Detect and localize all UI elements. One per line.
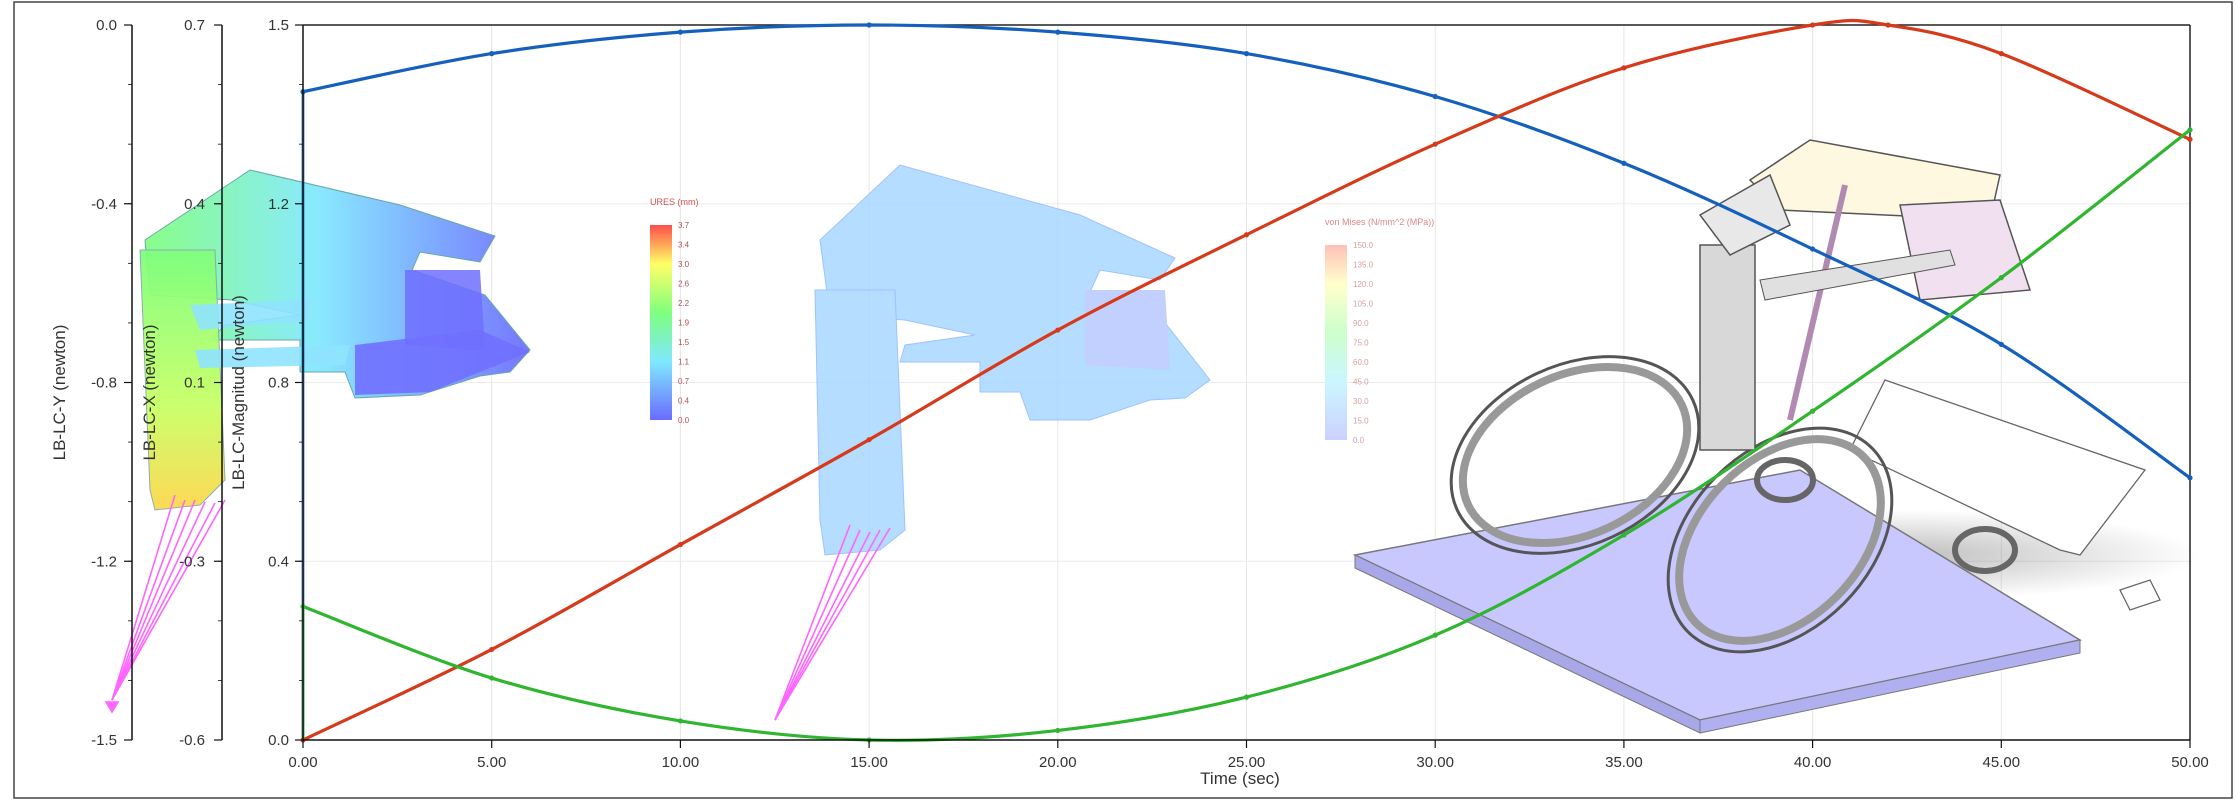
bracket-model-rainbow	[139, 169, 531, 511]
y-tick-label: 0.7	[184, 17, 205, 34]
legend-tick-label: 45.0	[1353, 378, 1369, 387]
x-tick-label: 50.00	[2171, 754, 2209, 771]
y-tick-label: 0.4	[184, 196, 205, 213]
legend-tick-label: 1.5	[678, 338, 690, 347]
y-axis-label-3: LB-LC-Magnitud (newton)	[229, 295, 248, 490]
data-point	[1055, 327, 1061, 333]
bracket-model-stress	[814, 164, 1211, 556]
x-tick-label: 35.00	[1605, 754, 1643, 771]
data-point	[677, 29, 684, 35]
data-point	[1055, 29, 1061, 35]
x-axis-label: Time (sec)	[1200, 769, 1280, 788]
legend-tick-label: 3.7	[678, 221, 690, 230]
series-line-3	[301, 128, 2192, 742]
force-arrows-center	[774, 524, 891, 721]
data-point	[1810, 408, 1816, 414]
y-tick-label: 0.4	[268, 553, 289, 570]
data-point	[489, 51, 495, 57]
x-tick-label: 40.00	[1794, 754, 1832, 771]
legend-tick-label: 120.0	[1353, 280, 1374, 289]
y-tick-label: 0.0	[96, 17, 117, 34]
legend-tick-label: 3.4	[678, 241, 690, 250]
legend-tick-label: 0.0	[1353, 436, 1365, 445]
data-point	[2187, 475, 2193, 481]
data-point	[1243, 232, 1250, 238]
page-border	[13, 1, 2233, 799]
data-point	[2187, 136, 2193, 142]
assembly-model	[1352, 139, 2200, 734]
legend-vonmises-title: von Mises (N/mm^2 (MPa))	[1325, 217, 1434, 227]
x-tick-label: 25.00	[1228, 754, 1266, 771]
data-point	[489, 675, 495, 681]
y-axis-label-1: LB-LC-Y (newton)	[50, 325, 69, 461]
legend-vonmises-bar	[1325, 245, 1347, 440]
legend-tick-label: 60.0	[1353, 358, 1369, 367]
data-point	[1998, 275, 2004, 281]
data-point	[1432, 632, 1438, 638]
y-tick-label: 0.8	[268, 375, 289, 392]
legend-ures: URES (mm) 3.7 3.4 3.0 2.6 2.2 1.9 1.5 1.1 0.7 0.4…	[650, 197, 699, 425]
data-point	[866, 22, 872, 28]
data-point	[489, 646, 495, 653]
legend-tick-label: 150.0	[1353, 241, 1374, 250]
data-point	[1055, 727, 1061, 734]
x-tick-label: 20.00	[1039, 754, 1077, 771]
data-point	[1621, 160, 1627, 166]
y-axis-label-2: LB-LC-X (newton)	[140, 324, 159, 460]
legend-tick-label: 0.4	[678, 397, 690, 406]
data-point	[1998, 341, 2004, 347]
legend-tick-label: 3.0	[678, 260, 690, 269]
x-tick-label: 30.00	[1416, 754, 1454, 771]
legend-tick-label: 15.0	[1353, 417, 1369, 426]
y-tick-label: -0.8	[91, 375, 117, 392]
y-tick-label: -1.2	[91, 553, 117, 570]
legend-tick-label: 0.0	[678, 416, 690, 425]
data-point	[1243, 51, 1250, 57]
y-tick-label: -0.6	[179, 732, 205, 749]
y-tick-label: -0.4	[91, 196, 117, 213]
legend-ures-bar	[650, 225, 672, 420]
legend-tick-label: 1.9	[678, 319, 690, 328]
legend-tick-label: 75.0	[1353, 339, 1369, 348]
legend-tick-label: 135.0	[1353, 261, 1374, 270]
data-point	[1243, 694, 1250, 700]
data-point	[866, 437, 872, 443]
data-point	[1432, 141, 1438, 147]
data-point	[1621, 65, 1627, 71]
legend-tick-label: 30.0	[1353, 397, 1369, 406]
data-point	[2187, 127, 2193, 133]
x-tick-label: 15.00	[850, 754, 888, 771]
data-point	[1432, 93, 1438, 100]
legend-tick-label: 1.1	[678, 358, 690, 367]
legend-tick-label: 0.7	[678, 377, 690, 386]
data-point	[677, 541, 684, 548]
data-point	[1810, 246, 1816, 252]
y-tick-label: -1.5	[91, 732, 117, 749]
force-arrows-left	[104, 494, 226, 714]
data-point	[1998, 51, 2004, 57]
x-tick-label: 5.00	[477, 754, 506, 771]
data-point	[1810, 22, 1816, 28]
y-tick-label: -0.3	[179, 553, 205, 570]
data-point	[1621, 532, 1627, 538]
legend-tick-label: 105.0	[1353, 300, 1374, 309]
legend-tick-label: 90.0	[1353, 319, 1369, 328]
model-overlay	[104, 139, 2200, 734]
data-point	[1885, 22, 1891, 28]
x-tick-label: 10.00	[662, 754, 700, 771]
series-line-1	[301, 23, 2192, 480]
x-tick-label: 45.00	[1983, 754, 2021, 771]
y-tick-label: 0.0	[268, 732, 289, 749]
y-tick-label: 1.2	[268, 196, 289, 213]
y-tick-label: 0.1	[184, 375, 205, 392]
axes-group: 0.00 5.00 10.00 15.00 20.00 25.00 30.00 35.00 40…	[50, 17, 2209, 771]
legend-ures-title: URES (mm)	[650, 197, 699, 207]
legend-tick-label: 2.6	[678, 280, 690, 289]
legend-tick-label: 2.2	[678, 299, 690, 308]
x-tick-label: 0.00	[288, 754, 317, 771]
data-point	[677, 718, 684, 724]
y-tick-label: 1.5	[268, 17, 289, 34]
legend-vonmises: von Mises (N/mm^2 (MPa)) 150.0 135.0 120.0…	[1325, 217, 1434, 445]
